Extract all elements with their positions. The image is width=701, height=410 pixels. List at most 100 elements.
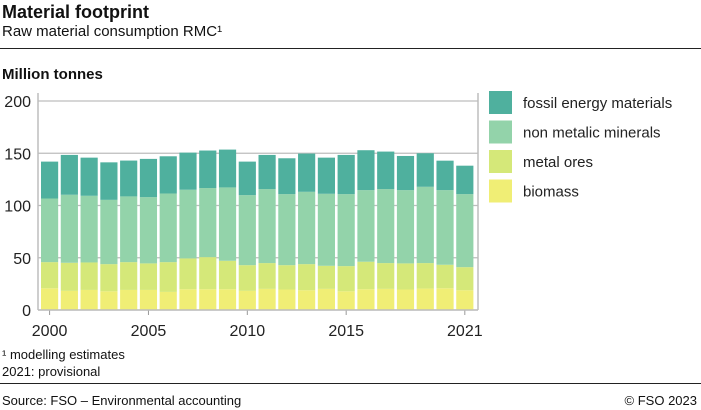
bar-biomass-2014 — [317, 288, 335, 310]
bar-fossil-energy-materials-2012 — [278, 158, 296, 195]
bar-metal-ores-2008 — [199, 257, 217, 290]
bar-non-metalic-minerals-2019 — [416, 186, 434, 264]
x-tick-label: 2015 — [328, 323, 364, 340]
bar-non-metalic-minerals-2001 — [60, 194, 78, 263]
bar-non-metalic-minerals-2003 — [100, 199, 118, 265]
bar-non-metalic-minerals-2017 — [377, 189, 395, 264]
bar-biomass-2018 — [396, 289, 415, 310]
bar-fossil-energy-materials-2018 — [396, 155, 415, 191]
bar-metal-ores-2000 — [41, 262, 59, 289]
bar-non-metalic-minerals-2006 — [159, 193, 177, 263]
bar-metal-ores-2010 — [238, 265, 256, 291]
bar-biomass-2011 — [258, 288, 276, 310]
bar-fossil-energy-materials-2008 — [199, 150, 217, 189]
bar-fossil-energy-materials-2010 — [238, 161, 256, 196]
bar-biomass-2015 — [337, 291, 355, 310]
bar-biomass-2020 — [436, 288, 454, 310]
bar-non-metalic-minerals-2007 — [179, 189, 197, 259]
bar-non-metalic-minerals-2000 — [41, 198, 59, 263]
bar-metal-ores-2020 — [436, 264, 454, 289]
bar-metal-ores-2015 — [337, 266, 355, 292]
legend-label: metal ores — [523, 154, 593, 171]
bar-fossil-energy-materials-2007 — [179, 152, 197, 190]
bar-fossil-energy-materials-2006 — [159, 156, 177, 194]
bar-metal-ores-2013 — [298, 264, 316, 291]
bar-fossil-energy-materials-2000 — [41, 161, 59, 199]
bar-non-metalic-minerals-2004 — [120, 196, 138, 263]
bar-non-metalic-minerals-2010 — [238, 195, 256, 266]
bar-biomass-2010 — [238, 290, 256, 310]
y-tick-label: 0 — [22, 303, 31, 320]
copyright: © FSO 2023 — [624, 393, 697, 408]
legend-label: biomass — [523, 184, 579, 201]
x-tick-label: 2000 — [32, 323, 68, 340]
bar-biomass-2012 — [278, 289, 296, 310]
bar-fossil-energy-materials-2009 — [218, 149, 237, 188]
footnote: 2021: provisional — [2, 364, 101, 379]
bar-fossil-energy-materials-2011 — [258, 154, 276, 190]
bar-metal-ores-2006 — [159, 262, 177, 292]
bar-non-metalic-minerals-2012 — [278, 194, 296, 266]
bar-non-metalic-minerals-2013 — [298, 191, 316, 265]
legend-label: non metalic minerals — [523, 125, 661, 142]
chart-title: Material footprint — [2, 2, 149, 22]
bar-metal-ores-2007 — [179, 258, 197, 290]
bar-biomass-2002 — [80, 289, 98, 310]
bar-metal-ores-2001 — [60, 262, 78, 291]
legend-swatch — [489, 91, 512, 114]
legend-label: fossil energy materials — [523, 95, 672, 112]
bar-metal-ores-2004 — [120, 262, 138, 290]
legend-swatch — [489, 150, 512, 173]
bar-non-metalic-minerals-2002 — [80, 195, 98, 263]
bar-metal-ores-2005 — [139, 263, 158, 290]
chart-subtitle: Raw material consumption RMC¹ — [2, 23, 223, 40]
bar-fossil-energy-materials-2016 — [357, 150, 375, 191]
bar-fossil-energy-materials-2013 — [298, 153, 316, 192]
bar-metal-ores-2012 — [278, 265, 296, 290]
bar-fossil-energy-materials-2001 — [60, 154, 78, 195]
y-tick-label: 100 — [4, 199, 31, 216]
bar-fossil-energy-materials-2015 — [337, 154, 355, 195]
bar-metal-ores-2018 — [396, 263, 415, 290]
divider — [0, 383, 701, 384]
bar-non-metalic-minerals-2014 — [317, 193, 335, 266]
legend-swatch — [489, 120, 512, 144]
bar-metal-ores-2016 — [357, 261, 375, 290]
bar-metal-ores-2003 — [100, 264, 118, 292]
bar-biomass-2016 — [357, 289, 375, 310]
source-note: Source: FSO – Environmental accounting — [2, 393, 242, 408]
x-tick-label: 2021 — [447, 323, 483, 340]
bar-biomass-2008 — [199, 289, 217, 310]
bar-fossil-energy-materials-2004 — [120, 160, 138, 197]
legend-swatch — [489, 179, 512, 203]
stacked-bar-chart: 0 50 100 150 200 2000 2005 2010 2015 2021 fossil e… — [4, 91, 672, 340]
bar-non-metalic-minerals-2015 — [337, 194, 355, 267]
bar-fossil-energy-materials-2005 — [139, 158, 158, 198]
bar-biomass-2007 — [179, 289, 197, 310]
y-tick-label: 200 — [4, 94, 31, 111]
bar-fossil-energy-materials-2021 — [456, 165, 474, 195]
bar-non-metalic-minerals-2016 — [357, 190, 375, 262]
bar-non-metalic-minerals-2020 — [436, 190, 454, 265]
bar-metal-ores-2009 — [218, 260, 237, 290]
y-axis-unit: Million tonnes — [2, 66, 103, 83]
bar-biomass-2021 — [456, 290, 474, 310]
x-tick-label: 2005 — [131, 323, 167, 340]
bar-biomass-2017 — [377, 288, 395, 310]
x-tick-label: 2010 — [230, 323, 266, 340]
bar-metal-ores-2017 — [377, 263, 395, 289]
bar-metal-ores-2021 — [456, 267, 474, 291]
bar-non-metalic-minerals-2011 — [258, 189, 276, 264]
bar-metal-ores-2002 — [80, 262, 98, 290]
footnote: ¹ modelling estimates — [2, 347, 125, 362]
bar-biomass-2000 — [41, 288, 59, 310]
bar-non-metalic-minerals-2008 — [199, 188, 217, 258]
bar-biomass-2019 — [416, 288, 434, 310]
bar-metal-ores-2011 — [258, 263, 276, 289]
bar-fossil-energy-materials-2020 — [436, 160, 454, 191]
bar-metal-ores-2014 — [317, 265, 335, 289]
bar-non-metalic-minerals-2009 — [218, 187, 237, 261]
bar-fossil-energy-materials-2002 — [80, 157, 98, 196]
bar-non-metalic-minerals-2005 — [139, 197, 158, 264]
